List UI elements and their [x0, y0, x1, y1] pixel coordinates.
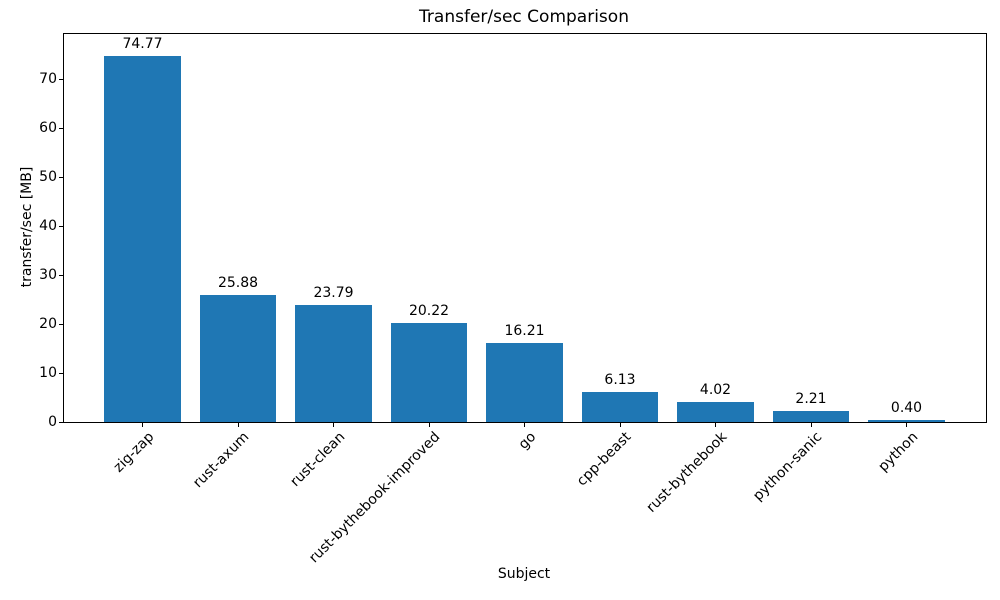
x-tick-mark: [333, 423, 334, 427]
chart-title: Transfer/sec Comparison: [419, 7, 629, 27]
x-tick-mark: [715, 423, 716, 427]
x-tick-mark: [524, 423, 525, 427]
x-tick-mark: [810, 423, 812, 427]
y-tick-label: 40: [39, 217, 57, 234]
y-tick-mark: [59, 421, 63, 423]
bar-python-sanic: [772, 411, 850, 422]
y-tick-mark: [59, 225, 63, 227]
bar-value-label: 20.22: [408, 302, 450, 319]
y-tick-mark: [59, 323, 63, 325]
bar-value-label: 23.79: [313, 285, 354, 302]
bar-cpp-beast: [581, 391, 659, 422]
bar-rust-clean: [295, 305, 372, 422]
y-tick-label: 50: [39, 168, 57, 185]
y-tick-label: 20: [39, 315, 57, 332]
x-tick-mark: [619, 423, 621, 427]
x-tick-mark: [142, 423, 143, 427]
y-tick-mark: [59, 127, 63, 129]
y-tick-label: 60: [39, 119, 57, 136]
bar-zig-zap: [104, 55, 181, 422]
bar-rust-axum: [199, 295, 277, 422]
y-tick-label: 70: [39, 70, 57, 87]
y-tick-label: 30: [39, 266, 57, 283]
bar-rust-bythebook-improved: [390, 322, 468, 422]
x-tick-mark: [428, 423, 430, 427]
y-tick-label: 0: [48, 413, 57, 430]
bar-value-label: 74.77: [122, 35, 163, 52]
bar-value-label: 0.40: [890, 400, 923, 417]
y-tick-mark: [59, 274, 63, 276]
y-tick-mark: [59, 372, 63, 374]
y-tick-mark: [59, 78, 63, 80]
x-axis-label: Subject: [497, 566, 551, 582]
y-tick-label: 10: [39, 364, 57, 381]
bar-go: [486, 342, 563, 422]
plot-area: 0 10 20 30 40 50 60 70 74.77 zig-zap 25.88 rust-axu…: [39, 33, 987, 566]
bar-value-label: 16.21: [504, 322, 545, 339]
bar-python: [868, 420, 945, 422]
x-tick-mark: [237, 423, 239, 427]
bar-value-label: 4.02: [699, 382, 732, 399]
x-tick-mark: [906, 423, 907, 427]
bar-value-label: 25.88: [217, 275, 259, 292]
bar-value-label: 6.13: [604, 371, 636, 388]
bar-value-label: 2.21: [795, 391, 827, 408]
bar-rust-bythebook: [677, 402, 754, 422]
y-tick-mark: [59, 176, 63, 178]
